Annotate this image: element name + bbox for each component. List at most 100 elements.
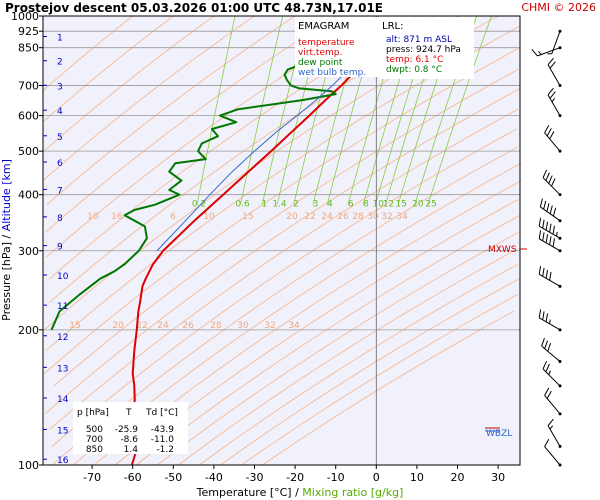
wind-barb-feather [542,232,545,241]
mixing-ratio-line [240,15,284,205]
wind-barb-feather [552,225,555,235]
summary-header-td: Td [°C] [145,408,178,418]
altitude-label: 5 [57,133,63,143]
wind-barb-feather [546,390,552,399]
mixing-ratio-label: 0.2 [192,200,206,210]
x-tick-label: 30 [491,471,505,484]
altitude-label: 11 [57,302,68,312]
x-tick-label: -10 [327,471,345,484]
lrl-title: LRL: [382,21,403,32]
summary-cell-700-td: -11.0 [151,435,175,445]
mixing-ratio-label: 3 [313,200,319,210]
adiabat-label: 30 [237,321,249,331]
wind-barb-half-feather [538,50,542,55]
wind-barb-half-feather [548,370,551,375]
summary-cell-500-t: -25.9 [115,425,139,435]
adiabat-label: 28 [352,212,364,222]
wind-barb-dot [558,236,562,240]
adiabat-label: 6 [170,212,176,222]
dry-adiabat-line [43,15,215,152]
dry-adiabat-line [51,128,517,447]
wind-barb-dot [558,193,562,197]
altitude-label: 13 [57,364,68,374]
wind-barb-feather [531,49,538,57]
dry-adiabat-line [44,88,521,415]
summary-header-p: p [hPa] [77,408,109,418]
legend-box [295,17,379,77]
adiabat-label: 32 [264,321,275,331]
plot-area [43,16,520,465]
wind-barb-half-feather [556,231,558,237]
wind-barb-dot [558,328,562,332]
dry-adiabat-line [156,231,520,466]
wind-barb-feather [542,219,545,229]
legend-item-virt-temp: virt.temp. [298,48,342,58]
wind-barb-feather [544,438,550,447]
wind-barb-dot [558,249,562,253]
wind-barb-dot [558,384,562,388]
wind-barb-feather [542,360,548,370]
wind-barb-feather [547,418,554,426]
y-axis-title-altitude: Altitude [km] [0,159,13,231]
x-tick-label: -40 [205,471,223,484]
dry-adiabat-line [114,199,519,466]
x-tick-label: -30 [246,471,264,484]
altitude-label: 6 [57,159,63,169]
wind-barb [538,309,562,332]
mixing-ratio-label: 1 [262,200,268,210]
wind-barb-dot [558,114,562,118]
wind-barb-feather [541,337,545,347]
wind-barb-feather [545,363,550,372]
mxws-label: MXWS [488,245,517,255]
summary-cell-850-p: 850 [86,445,103,455]
altitude-label: 10 [57,272,69,282]
dry-adiabat-line [42,15,174,123]
summary-cell-500-p: 500 [86,425,103,435]
altitude-label: 14 [57,395,69,405]
wind-barb-feather [544,125,550,134]
wind-barb-feather [542,169,548,178]
legend-item-wet-bulb: wet bulb temp. [298,68,366,78]
temperature-axis: -70 -60 -50 -40 -30 -20 -10 0 10 20 30 [83,465,505,484]
adiabat-label: 30 [367,212,379,222]
altitude-label: 4 [57,107,63,117]
dry-adiabat-line [42,15,255,181]
adiabat-label: 34 [396,212,408,222]
mixing-ratio-label: 2 [293,200,299,210]
wind-barb-feather [538,217,542,227]
wind-barb-feather [552,238,555,247]
mixing-ratio-label: 12 [383,200,394,210]
wind-barb-feather [545,172,550,181]
y-tick-label: 200 [18,324,39,337]
mixing-ratio-label: 20 [412,200,424,210]
wind-barb [531,46,562,57]
adiabat-label: 28 [210,321,222,331]
wind-barb-staff [547,64,561,86]
dry-adiabat-line [53,69,519,387]
y-tick-label: 400 [18,189,39,202]
wind-barb-feather [545,221,549,231]
summary-table: p [hPa] T Td [°C] 500 -25.9 -43.9 700 -8… [73,402,188,455]
lrl-temperature: temp: 6.1 °C [386,55,443,65]
wind-barb [547,87,562,118]
wind-barb-feather [544,340,548,349]
wind-barb-staff [544,446,561,466]
wind-barb-dot [558,444,562,448]
wind-barb-feather [545,313,549,322]
y-axis-title: Pressure [hPa] / Altitude [km] [0,159,13,321]
figure-title: Prostejov descent 05.03.2026 01:00 UTC 4… [5,1,383,15]
altitude-label: 15 [57,426,68,436]
wind-barb-staff [537,47,561,57]
x-tick-label: -20 [286,471,304,484]
wind-barb [547,418,562,448]
wind-barb [544,387,562,416]
wind-barb [544,438,562,467]
wind-barb-feather [549,91,556,99]
summary-table-bg [73,402,188,454]
wbzl-label: WBZL [486,429,512,439]
altitude-label: 3 [57,82,63,92]
adiabat-label: 10 [87,212,99,222]
dry-adiabat-line [93,180,522,466]
